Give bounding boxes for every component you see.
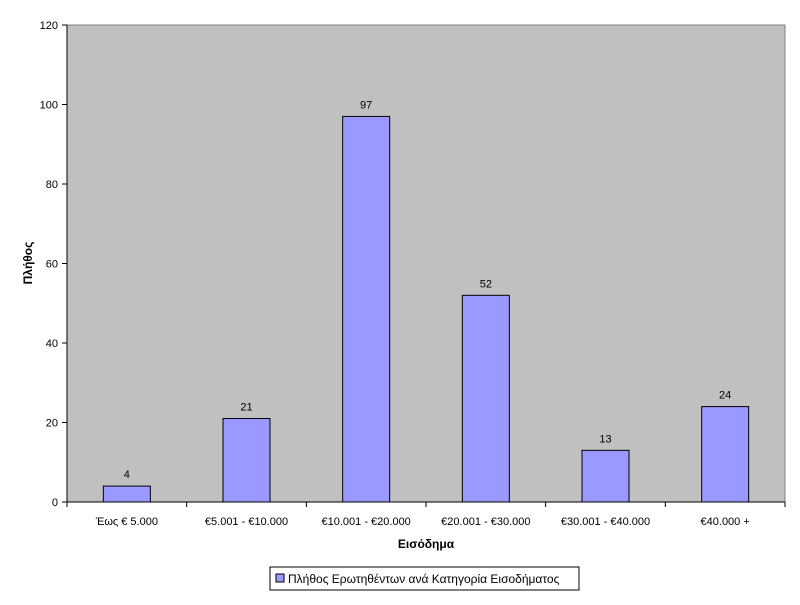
x-tick-label: €5.001 - €10.000 [205, 516, 288, 528]
y-tick-label: 60 [46, 259, 58, 271]
x-axis: Έως € 5.000 €5.001 - €10.000 €10.001 - €20… [66, 501, 786, 528]
bar-series: 4 21 97 52 13 24 [102, 99, 750, 503]
x-axis-title: Εισόδημα [398, 537, 455, 551]
x-tick-label: €10.001 - €20.000 [322, 516, 411, 528]
bar-data-label: 13 [599, 433, 611, 445]
x-tick-label: €30.001 - €40.000 [561, 516, 650, 528]
plot-area [66, 24, 786, 503]
y-tick-label: 100 [40, 100, 58, 112]
bar [222, 418, 271, 503]
x-tick-label: €20.001 - €30.000 [441, 516, 530, 528]
y-tick-label: 20 [46, 418, 58, 430]
legend: Πλήθος Ερωτηθέντων ανά Κατηγορία Εισοδήμ… [269, 566, 580, 591]
bar [461, 294, 510, 503]
x-tick-label: Έως € 5.000 [95, 516, 158, 528]
y-tick-label: 120 [40, 20, 58, 32]
legend-label: Πλήθος Ερωτηθέντων ανά Κατηγορία Εισοδήμ… [288, 572, 560, 586]
bar [342, 115, 391, 503]
x-tick-label: €40.000 + [701, 516, 750, 528]
bar-data-label: 52 [480, 278, 492, 290]
bar [701, 406, 750, 503]
bar-data-label: 4 [124, 469, 130, 481]
y-axis: 0 20 40 60 80 100 120 [40, 20, 68, 509]
legend-swatch [275, 573, 285, 583]
bar [581, 449, 630, 503]
y-tick-label: 80 [46, 179, 58, 191]
legend-box [269, 566, 580, 591]
bar-data-label: 97 [360, 99, 372, 111]
y-tick-label: 40 [46, 338, 58, 350]
bar-data-label: 21 [240, 402, 252, 414]
bar-data-label: 24 [719, 390, 731, 402]
bar [102, 485, 151, 503]
y-tick-label: 0 [52, 497, 58, 509]
y-axis-title: Πλήθος [21, 242, 35, 285]
